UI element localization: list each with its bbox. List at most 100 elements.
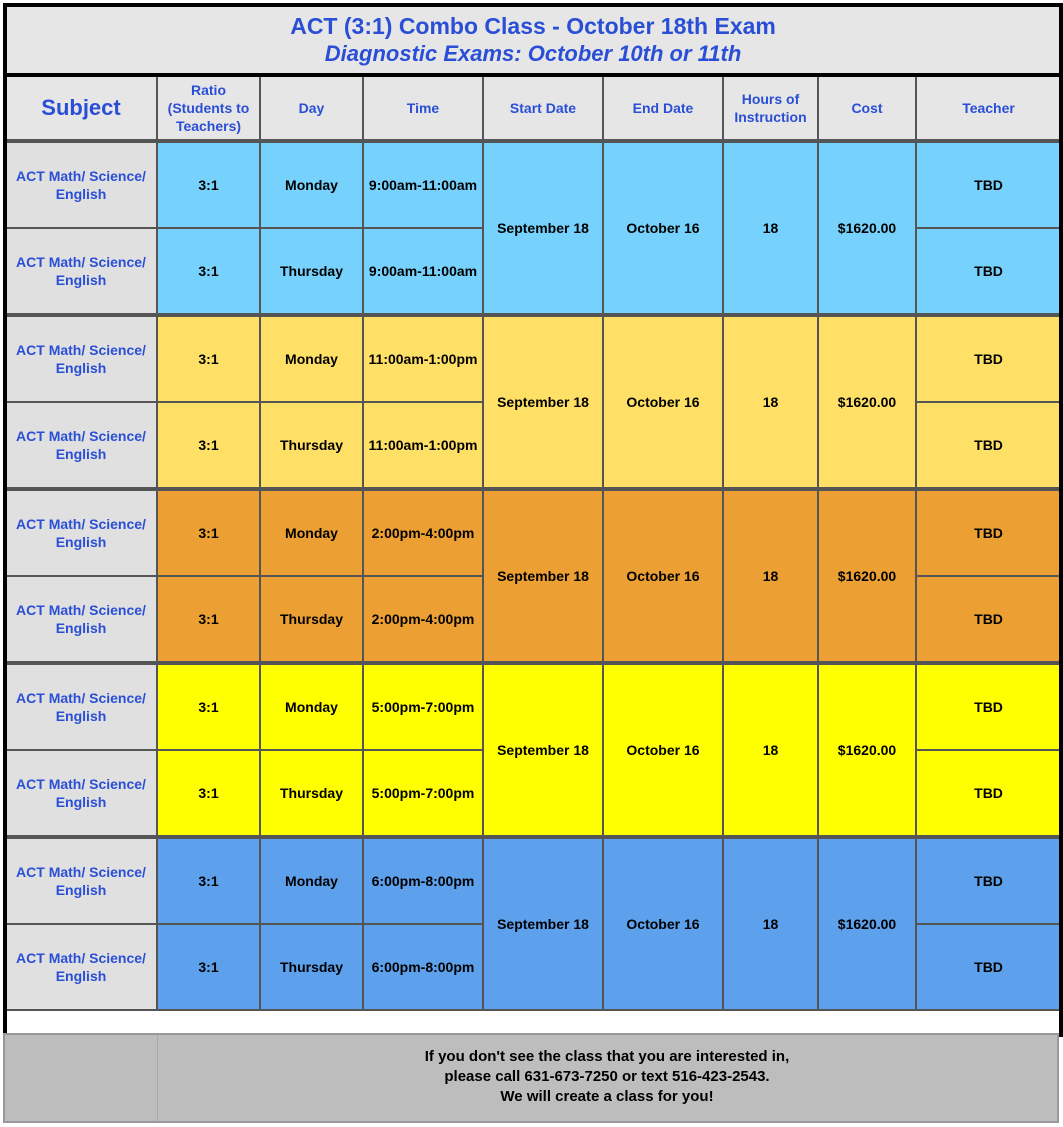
- day-cell: Monday: [259, 835, 364, 925]
- day-cell: Monday: [259, 661, 364, 751]
- end-date-cell: October 16: [602, 139, 724, 316]
- end-date-cell: October 16: [602, 835, 724, 1011]
- start-date-cell: September 18: [482, 487, 604, 664]
- title-cell: ACT (3:1) Combo Class - October 18th Exa…: [2, 3, 1063, 77]
- teacher-cell: TBD: [914, 313, 1063, 403]
- header-row: Subject Ratio (Students to Teachers) Day…: [4, 74, 1063, 143]
- header-end-date: End Date: [602, 74, 724, 143]
- table-row: ACT Math/ Science/ English 3:1 Thursday 6:0…: [4, 923, 1063, 1011]
- footer-line-1: If you don't see the class that you are …: [424, 1048, 790, 1065]
- teacher-cell: TBD: [914, 749, 1063, 838]
- table-row: ACT Math/ Science/ English 3:1 Monday 6:00p…: [4, 835, 1063, 1011]
- footer-line-2: please call 631-673-7250 or text 516-423…: [444, 1068, 770, 1085]
- subject-cell: ACT Math/ Science/ English: [4, 401, 158, 490]
- start-date-cell: September 18: [482, 835, 604, 1011]
- time-cell: 9:00am-11:00am: [362, 139, 484, 229]
- start-date-cell: September 18: [482, 139, 604, 316]
- subject-cell: ACT Math/ Science/ English: [4, 661, 158, 751]
- ratio-cell: 3:1: [156, 401, 261, 490]
- start-date-cell: September 18: [482, 313, 604, 490]
- hours-cell: 18: [722, 139, 819, 316]
- table-row: ACT Math/ Science/ English 3:1 Monday 9:00a…: [4, 139, 1063, 316]
- teacher-cell: TBD: [914, 401, 1063, 490]
- cost-cell: $1620.00: [817, 487, 917, 664]
- teacher-cell: TBD: [914, 575, 1063, 664]
- time-cell: 2:00pm-4:00pm: [362, 487, 484, 577]
- end-date-cell: October 16: [602, 313, 724, 490]
- table-row: ACT Math/ Science/ English 3:1 Thursday 9:0…: [4, 227, 1063, 316]
- ratio-cell: 3:1: [156, 575, 261, 664]
- header-hours: Hours of Instruction: [722, 74, 819, 143]
- footer-spacer: [5, 1035, 158, 1121]
- header-cost: Cost: [817, 74, 917, 143]
- header-time: Time: [362, 74, 484, 143]
- ratio-cell: 3:1: [156, 139, 261, 229]
- footer-note: If you don't see the class that you are …: [3, 1033, 1059, 1123]
- cost-cell: $1620.00: [817, 139, 917, 316]
- end-date-cell: October 16: [602, 487, 724, 664]
- table-row: ACT Math/ Science/ English 3:1 Thursday 5:0…: [4, 749, 1063, 838]
- table-row: ACT Math/ Science/ English 3:1 Thursday 11:…: [4, 401, 1063, 490]
- page-subtitle: Diagnostic Exams: October 10th or 11th: [324, 41, 742, 66]
- day-cell: Thursday: [259, 227, 364, 316]
- cost-cell: $1620.00: [817, 835, 917, 1011]
- table-row: ACT Math/ Science/ English 3:1 Monday 2:00p…: [4, 487, 1063, 664]
- header-subject: Subject: [4, 74, 158, 143]
- schedule-table: ACT (3:1) Combo Class - October 18th Exa…: [2, 3, 1063, 1011]
- subject-cell: ACT Math/ Science/ English: [4, 575, 158, 664]
- hours-cell: 18: [722, 661, 819, 838]
- header-ratio: Ratio (Students to Teachers): [156, 74, 261, 143]
- title-row: ACT (3:1) Combo Class - October 18th Exa…: [2, 3, 1063, 77]
- teacher-cell: TBD: [914, 139, 1063, 229]
- ratio-cell: 3:1: [156, 923, 261, 1011]
- day-cell: Monday: [259, 487, 364, 577]
- teacher-cell: TBD: [914, 487, 1063, 577]
- end-date-cell: October 16: [602, 661, 724, 838]
- time-cell: 11:00am-1:00pm: [362, 313, 484, 403]
- cost-cell: $1620.00: [817, 661, 917, 838]
- day-cell: Thursday: [259, 575, 364, 664]
- cost-cell: $1620.00: [817, 313, 917, 490]
- ratio-cell: 3:1: [156, 227, 261, 316]
- subject-cell: ACT Math/ Science/ English: [4, 749, 158, 838]
- start-date-cell: September 18: [482, 661, 604, 838]
- day-cell: Thursday: [259, 749, 364, 838]
- hours-cell: 18: [722, 487, 819, 664]
- subject-cell: ACT Math/ Science/ English: [4, 835, 158, 925]
- ratio-cell: 3:1: [156, 487, 261, 577]
- day-cell: Monday: [259, 139, 364, 229]
- schedule-sheet: ACT (3:1) Combo Class - October 18th Exa…: [2, 3, 1063, 1011]
- footer-line-3: We will create a class for you!: [500, 1088, 714, 1105]
- day-cell: Monday: [259, 313, 364, 403]
- ratio-cell: 3:1: [156, 313, 261, 403]
- day-cell: Thursday: [259, 401, 364, 490]
- header-day: Day: [259, 74, 364, 143]
- ratio-cell: 3:1: [156, 749, 261, 838]
- table-row: ACT Math/ Science/ English 3:1 Monday 11:00…: [4, 313, 1063, 490]
- subject-cell: ACT Math/ Science/ English: [4, 923, 158, 1011]
- hours-cell: 18: [722, 313, 819, 490]
- time-cell: 5:00pm-7:00pm: [362, 661, 484, 751]
- teacher-cell: TBD: [914, 227, 1063, 316]
- time-cell: 5:00pm-7:00pm: [362, 749, 484, 838]
- subject-cell: ACT Math/ Science/ English: [4, 139, 158, 229]
- time-cell: 11:00am-1:00pm: [362, 401, 484, 490]
- day-cell: Thursday: [259, 923, 364, 1011]
- time-cell: 2:00pm-4:00pm: [362, 575, 484, 664]
- hours-cell: 18: [722, 835, 819, 1011]
- subject-cell: ACT Math/ Science/ English: [4, 227, 158, 316]
- schedule-body: ACT (3:1) Combo Class - October 18th Exa…: [2, 3, 1063, 1011]
- page-title: ACT (3:1) Combo Class - October 18th Exa…: [290, 13, 776, 39]
- teacher-cell: TBD: [914, 661, 1063, 751]
- table-row: ACT Math/ Science/ English 3:1 Thursday 2:0…: [4, 575, 1063, 664]
- time-cell: 6:00pm-8:00pm: [362, 923, 484, 1011]
- subject-cell: ACT Math/ Science/ English: [4, 487, 158, 577]
- ratio-cell: 3:1: [156, 661, 261, 751]
- time-cell: 9:00am-11:00am: [362, 227, 484, 316]
- header-teacher: Teacher: [914, 74, 1063, 143]
- teacher-cell: TBD: [914, 835, 1063, 925]
- table-row: ACT Math/ Science/ English 3:1 Monday 5:00p…: [4, 661, 1063, 838]
- subject-cell: ACT Math/ Science/ English: [4, 313, 158, 403]
- ratio-cell: 3:1: [156, 835, 261, 925]
- teacher-cell: TBD: [914, 923, 1063, 1011]
